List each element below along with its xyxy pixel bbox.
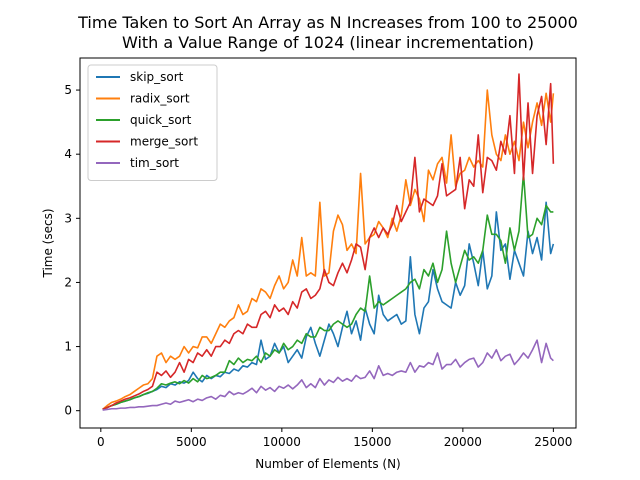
x-tick-label: 5000 (176, 435, 207, 449)
y-tick-label: 1 (64, 340, 72, 354)
axes-layer (79, 57, 577, 429)
legend-box (87, 64, 218, 181)
series-line-tim-sort (102, 339, 554, 411)
legend-label: quick_sort (130, 113, 192, 127)
y-axis: 0 1 2 3 4 5 (64, 83, 80, 418)
x-tick-label: 20000 (444, 435, 482, 449)
series-line-quick-sort (102, 172, 554, 411)
legend-label: tim_sort (130, 156, 179, 170)
x-tick-label: 15000 (353, 435, 391, 449)
series-layer (102, 73, 555, 411)
legend-label: radix_sort (130, 92, 190, 106)
y-axis-label: Time (secs) (41, 208, 55, 278)
y-tick-label: 2 (64, 275, 72, 289)
y-tick-label: 4 (64, 147, 72, 161)
y-tick-label: 0 (64, 404, 72, 418)
chart-title: Time Taken to Sort An Array as N Increas… (77, 13, 578, 32)
x-axis-label: Number of Elements (N) (255, 457, 401, 471)
series-line-merge-sort (102, 73, 555, 411)
legend-label: skip_sort (130, 70, 184, 84)
x-tick-label: 0 (97, 435, 105, 449)
legend-label: merge_sort (130, 135, 198, 149)
x-tick-label: 25000 (534, 435, 572, 449)
plot-frame (79, 57, 577, 429)
y-tick-label: 5 (64, 83, 72, 97)
legend: skip_sort radix_sort quick_sort merge_sortt… (87, 64, 218, 181)
x-axis: 0 5000 10000 15000 20000 25000 (97, 428, 572, 449)
y-tick-label: 3 (64, 211, 72, 225)
x-tick-label: 10000 (263, 435, 301, 449)
chart-subtitle: With a Value Range of 1024 (linear incre… (122, 33, 534, 52)
